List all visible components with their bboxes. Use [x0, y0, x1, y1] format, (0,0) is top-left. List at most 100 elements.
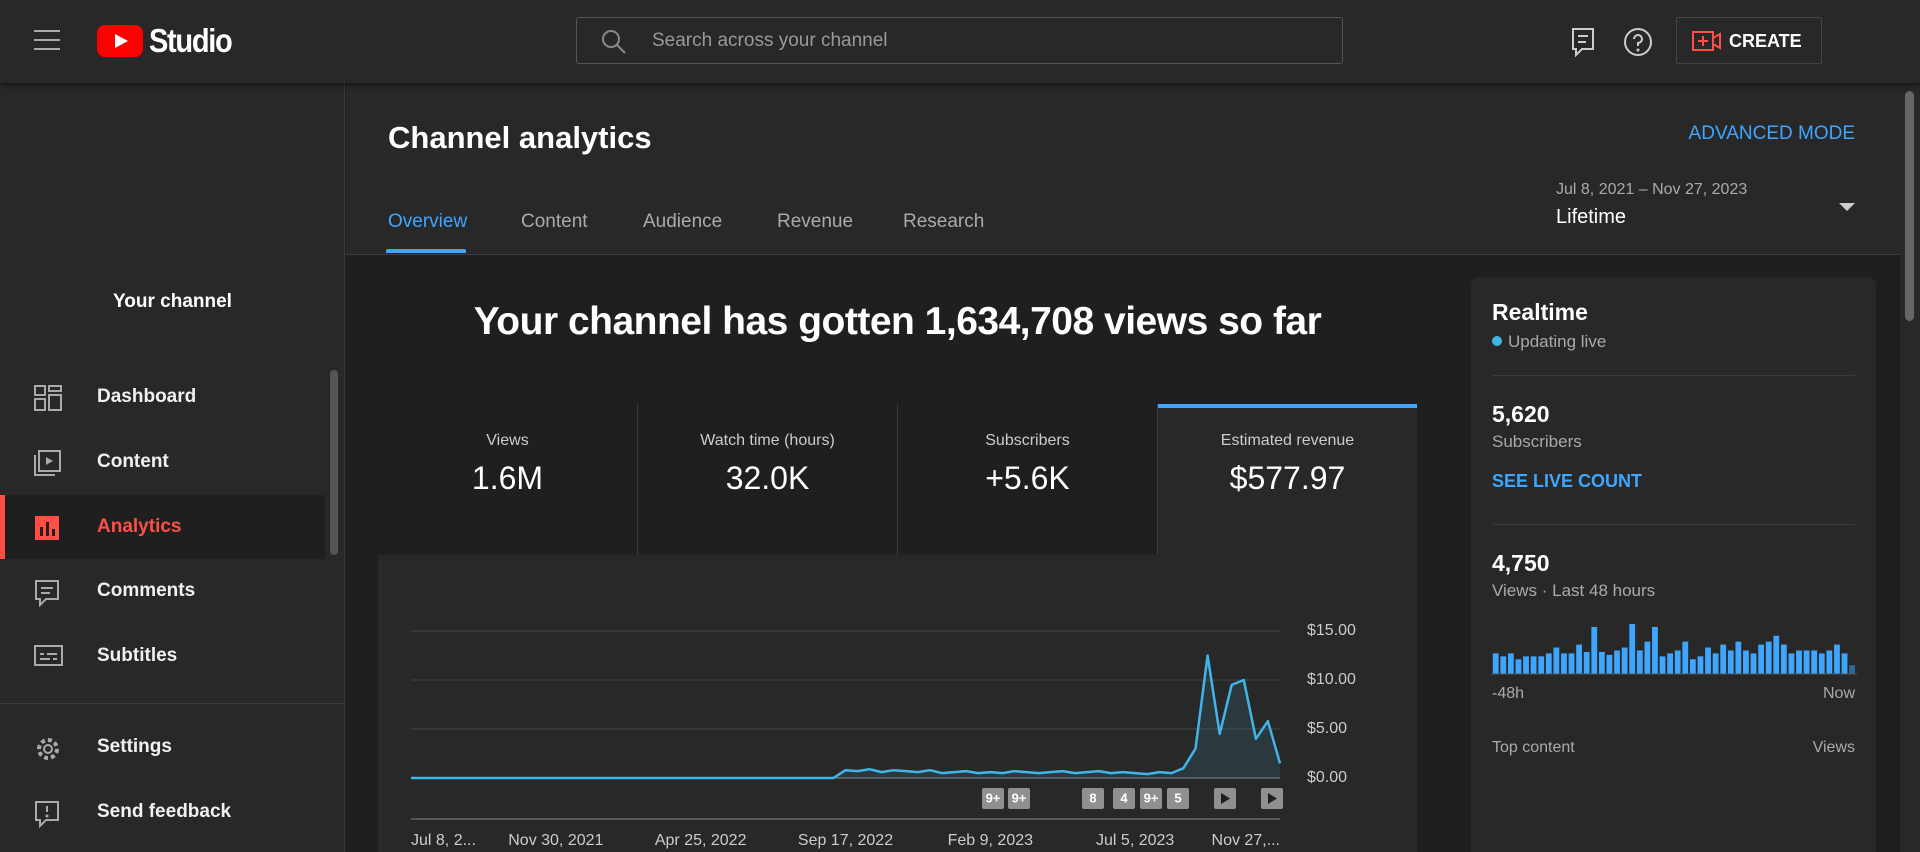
advanced-mode-link[interactable]: ADVANCED MODE [1688, 123, 1855, 144]
realtime-bar [1606, 654, 1613, 674]
nav-dashboard[interactable]: Dashboard [0, 365, 325, 429]
nav-subtitles[interactable]: Subtitles [0, 624, 325, 688]
annotation-badge [1167, 788, 1189, 809]
nav-label: Dashboard [97, 386, 197, 407]
create-button[interactable]: CREATE [1676, 17, 1822, 64]
metric-card[interactable]: Subscribers +5.6K [898, 404, 1158, 555]
realtime-bar [1583, 651, 1590, 674]
nav-comments[interactable]: Comments [0, 559, 325, 623]
realtime-bar [1561, 653, 1567, 674]
sidebar: Your channel Dashboard Content Analytics… [0, 83, 345, 852]
realtime-bar [1834, 644, 1840, 674]
nav-label: Settings [97, 736, 172, 757]
realtime-bar [1765, 641, 1772, 674]
views-label: Views · Last 48 hours [1492, 581, 1656, 600]
create-icon [1692, 31, 1721, 51]
tab-audience[interactable]: Audience [643, 211, 723, 232]
nav-icon [34, 645, 63, 666]
nav-icon [35, 580, 59, 607]
realtime-bar [1652, 626, 1658, 674]
realtime-bar [1667, 653, 1673, 674]
tab-overview[interactable]: Overview [388, 211, 468, 232]
revenue-chart: $0.00 $5.00 $10.00 $15.00 Jul 8, 2... Nov 30,… [378, 555, 1417, 852]
nav-icon [34, 385, 62, 411]
annotation-badge [1008, 788, 1030, 809]
help-icon[interactable] [1623, 27, 1653, 57]
nav-icon [35, 801, 59, 828]
date-range[interactable]: Jul 8, 2021 – Nov 27, 2023 [1556, 181, 1748, 198]
subscriber-count: 5,620 [1492, 401, 1550, 427]
realtime-bar [1538, 656, 1545, 674]
realtime-status: Updating live [1508, 332, 1607, 351]
search-box[interactable]: Search across your channel [576, 17, 1343, 64]
video-marker-icon [1221, 793, 1230, 804]
realtime-bar [1614, 650, 1620, 674]
x-start-label: -48h [1492, 685, 1524, 702]
search-placeholder: Search across your channel [652, 30, 888, 51]
realtime-bar [1796, 650, 1802, 674]
annotation-badge [1140, 788, 1162, 809]
annotation-label: 4 [1120, 790, 1128, 805]
realtime-bar [1758, 644, 1764, 674]
menu-button[interactable] [34, 29, 62, 51]
realtime-bar [1689, 659, 1696, 674]
sidebar-scrollbar[interactable] [330, 370, 338, 555]
realtime-bar [1811, 650, 1818, 674]
y-tick-label: $5.00 [1307, 720, 1347, 737]
nav-content[interactable]: Content [0, 430, 325, 494]
realtime-bar [1780, 644, 1787, 674]
feedback-icon[interactable] [1570, 27, 1598, 57]
x-tick-label: Jul 8, 2... [411, 832, 476, 849]
realtime-bar [1697, 656, 1704, 674]
annotation-label: 5 [1174, 790, 1181, 805]
realtime-bar [1629, 624, 1636, 674]
x-tick-label: Jul 5, 2023 [1096, 832, 1174, 849]
realtime-bar [1644, 641, 1651, 674]
realtime-bar [1705, 647, 1711, 674]
nav-icon [34, 450, 61, 476]
divider [1492, 524, 1855, 525]
realtime-bar [1841, 653, 1848, 674]
metric-card-selected[interactable]: Estimated revenue $577.97 [1158, 404, 1417, 555]
live-dot [1492, 336, 1502, 346]
annotation-label: 9+ [1012, 790, 1027, 805]
realtime-bar [1818, 653, 1825, 674]
sidebar-divider [0, 703, 345, 704]
app-name: Studio [149, 22, 233, 59]
top-content-label: Top content [1492, 739, 1575, 756]
realtime-bar [1492, 653, 1499, 674]
realtime-bar [1674, 650, 1681, 674]
annotation-label: 8 [1089, 790, 1096, 805]
metric-label: Views [486, 432, 529, 449]
logo-icon[interactable] [97, 25, 143, 57]
annotation-badge [1082, 788, 1104, 809]
realtime-bar [1826, 650, 1833, 674]
date-dropdown-arrow[interactable] [1838, 201, 1856, 213]
realtime-bar [1636, 650, 1643, 674]
x-end-label: Now [1823, 685, 1855, 702]
date-preset[interactable]: Lifetime [1556, 206, 1627, 228]
nav-settings[interactable]: Settings [0, 715, 325, 779]
realtime-bar [1545, 653, 1552, 674]
create-label: CREATE [1729, 31, 1802, 51]
realtime-bar [1712, 653, 1719, 674]
realtime-bar [1682, 641, 1689, 674]
realtime-bar [1803, 650, 1810, 674]
realtime-bar [1720, 644, 1727, 674]
y-tick-label: $10.00 [1307, 671, 1356, 688]
scrollbar-thumb[interactable] [1905, 91, 1914, 321]
metric-card[interactable]: Views 1.6M [378, 404, 638, 555]
realtime-bar [1849, 665, 1855, 674]
tab-content[interactable]: Content [521, 211, 588, 232]
live-count-link[interactable]: SEE LIVE COUNT [1492, 471, 1643, 491]
tab-research[interactable]: Research [903, 211, 985, 232]
realtime-bar [1727, 650, 1734, 674]
metric-card[interactable]: Watch time (hours) 32.0K [638, 404, 898, 555]
tab-revenue[interactable]: Revenue [777, 211, 854, 232]
realtime-bar [1576, 644, 1582, 674]
search-icon [602, 30, 626, 54]
nav-feedback[interactable]: Send feedback [0, 780, 325, 844]
revenue-line [411, 654, 1282, 780]
nav-analytics[interactable]: Analytics [0, 495, 325, 559]
